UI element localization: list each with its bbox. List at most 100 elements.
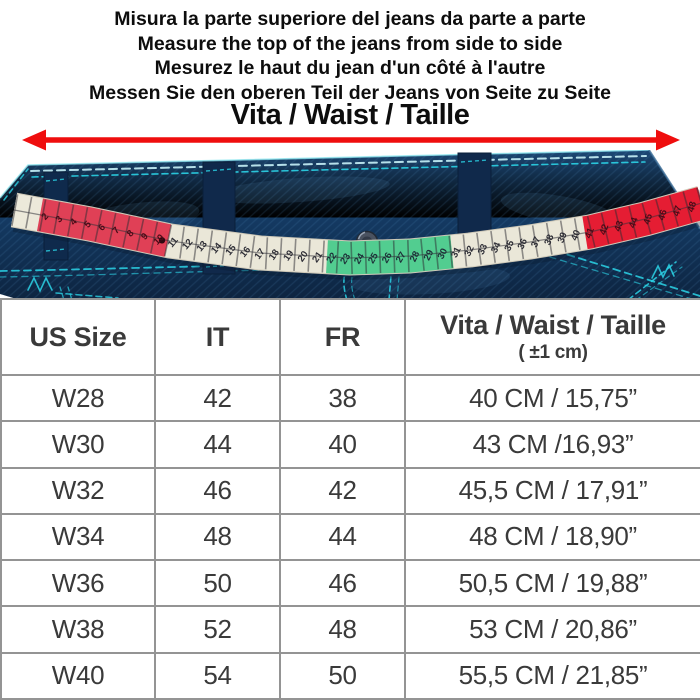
- table-cell: 55,5 CM / 21,85”: [404, 651, 700, 700]
- instruction-line-italian: Misura la parte superiore del jeans da p…: [114, 8, 586, 30]
- tape-number: 37: [529, 235, 543, 249]
- tape-rivet-hole: [158, 237, 166, 244]
- table-cell: 46: [279, 559, 406, 608]
- bartack-stitch: [651, 263, 675, 279]
- table-row: W40 54 50 55,5 CM / 21,85”: [0, 651, 700, 700]
- size-table-header-row: US Size IT FR Vita / Waist / Taille ( ±1…: [0, 298, 700, 376]
- tape-number: 36: [516, 237, 530, 251]
- tape-number: 47: [671, 204, 685, 217]
- tape-number: 34: [489, 240, 504, 255]
- column-header-waist: Vita / Waist / Taille ( ±1 cm): [404, 298, 700, 376]
- arrow-right-head: [656, 129, 680, 151]
- tape-number: 30: [436, 247, 451, 261]
- column-header-fr: FR: [279, 298, 406, 376]
- waist-measure-label: Vita / Waist / Taille: [230, 99, 470, 131]
- yoke-seam: [555, 250, 700, 297]
- table-row: W36 50 46 50,5 CM / 19,88”: [0, 559, 700, 608]
- j-stitch: [343, 255, 356, 301]
- size-table-body: W28 42 38 40 CM / 15,75” W30 44 40 43 CM /16,93…: [0, 373, 700, 700]
- tape-number: 26: [380, 251, 395, 266]
- table-cell: W40: [0, 651, 156, 700]
- measurement-instructions: Misura la parte superiore del jeans da p…: [0, 7, 700, 105]
- table-cell: 42: [279, 466, 406, 515]
- arrow-left-head: [22, 129, 46, 151]
- tape-number: 28: [408, 250, 423, 264]
- table-cell: 40: [279, 420, 406, 469]
- table-cell: W30: [0, 420, 156, 469]
- instruction-line-english: Measure the top of the jeans from side t…: [137, 32, 563, 55]
- table-cell: 54: [154, 651, 281, 700]
- bartack-stitch: [27, 276, 53, 293]
- tape-number: 9: [139, 231, 151, 242]
- tape-number: 22: [324, 251, 339, 266]
- tape-center-line: [13, 202, 700, 259]
- table-row: W38 52 48 53 CM / 20,86”: [0, 605, 700, 654]
- table-cell: 46: [154, 466, 281, 515]
- tape-number: 44: [627, 215, 641, 229]
- tape-number: 39: [556, 231, 570, 245]
- table-row: W34 48 44 48 CM / 18,90”: [0, 512, 700, 562]
- tape-number: 8: [125, 228, 137, 239]
- tape-number: 4: [68, 216, 80, 228]
- jeans-photo: 2 3 4 5 6 7 8 9 10 11 12 13 14 15 16 17 18 19 20 21 22 23 24 25…: [0, 149, 700, 301]
- table-cell: 53 CM / 20,86”: [404, 605, 700, 654]
- tape-number: 2: [39, 211, 51, 222]
- tape-number: 41: [583, 226, 597, 240]
- table-cell: W38: [0, 605, 156, 654]
- column-header-tolerance-note: ( ±1 cm): [518, 342, 588, 363]
- table-cell: 45,5 CM / 17,91”: [404, 466, 700, 515]
- instruction-line-german: Messen Sie den oberen Teil der Jeans von…: [89, 81, 611, 104]
- tape-number: 23: [338, 252, 353, 267]
- tape-number: 40: [569, 228, 583, 242]
- tape-number: 32: [462, 244, 476, 258]
- table-cell: 50: [279, 651, 406, 700]
- tape-number: 42: [598, 223, 612, 237]
- tape-number: 27: [394, 250, 409, 265]
- table-row: W30 44 40 43 CM /16,93”: [0, 420, 700, 469]
- column-header-waist-label: Vita / Waist / Taille: [440, 310, 666, 340]
- table-cell: 50,5 CM / 19,88”: [404, 559, 700, 608]
- tape-number: 17: [252, 247, 267, 262]
- table-cell: 52: [154, 605, 281, 654]
- waistband-top-edge: [0, 149, 650, 199]
- tape-number: 43: [612, 219, 626, 233]
- table-cell: 42: [154, 373, 281, 423]
- pocket-stitch: [55, 292, 119, 299]
- tape-number: 5: [82, 219, 94, 231]
- table-cell: W36: [0, 559, 156, 608]
- double-headed-arrow: [22, 129, 680, 151]
- tape-number: 38: [542, 233, 556, 247]
- table-cell: 40 CM / 15,75”: [404, 373, 700, 423]
- table-cell: 38: [279, 373, 406, 423]
- table-cell: 44: [154, 420, 281, 469]
- column-header-us-size: US Size: [0, 298, 156, 376]
- table-row: W28 42 38 40 CM / 15,75”: [0, 373, 700, 423]
- tape-number: 29: [422, 248, 437, 262]
- table-cell: 50: [154, 559, 281, 608]
- tape-number: 7: [111, 225, 123, 236]
- table-cell: 43 CM /16,93”: [404, 420, 700, 469]
- tape-number: 3: [54, 214, 66, 225]
- column-header-it: IT: [154, 298, 281, 376]
- table-cell: W32: [0, 466, 156, 515]
- tape-number: 19: [281, 248, 296, 263]
- tape-number: 18: [267, 247, 282, 262]
- tape-number: 46: [656, 208, 670, 221]
- table-cell: 44: [279, 512, 406, 562]
- table-cell: 48: [279, 605, 406, 654]
- table-cell: 48: [154, 512, 281, 562]
- size-table: US Size IT FR Vita / Waist / Taille ( ±1…: [0, 298, 700, 700]
- table-cell: 48 CM / 18,90”: [404, 512, 700, 562]
- tape-number: 6: [96, 222, 108, 233]
- tape-number: 35: [502, 238, 517, 253]
- table-cell: W28: [0, 373, 156, 423]
- instruction-line-french: Mesurez le haut du jean d'un côté à l'au…: [154, 57, 546, 79]
- tape-number: 48: [686, 200, 700, 213]
- tape-number: 33: [476, 242, 490, 256]
- table-row: W32 46 42 45,5 CM / 17,91”: [0, 466, 700, 515]
- tape-number: 45: [642, 212, 656, 226]
- table-cell: W34: [0, 512, 156, 562]
- tape-number: 20: [296, 249, 311, 264]
